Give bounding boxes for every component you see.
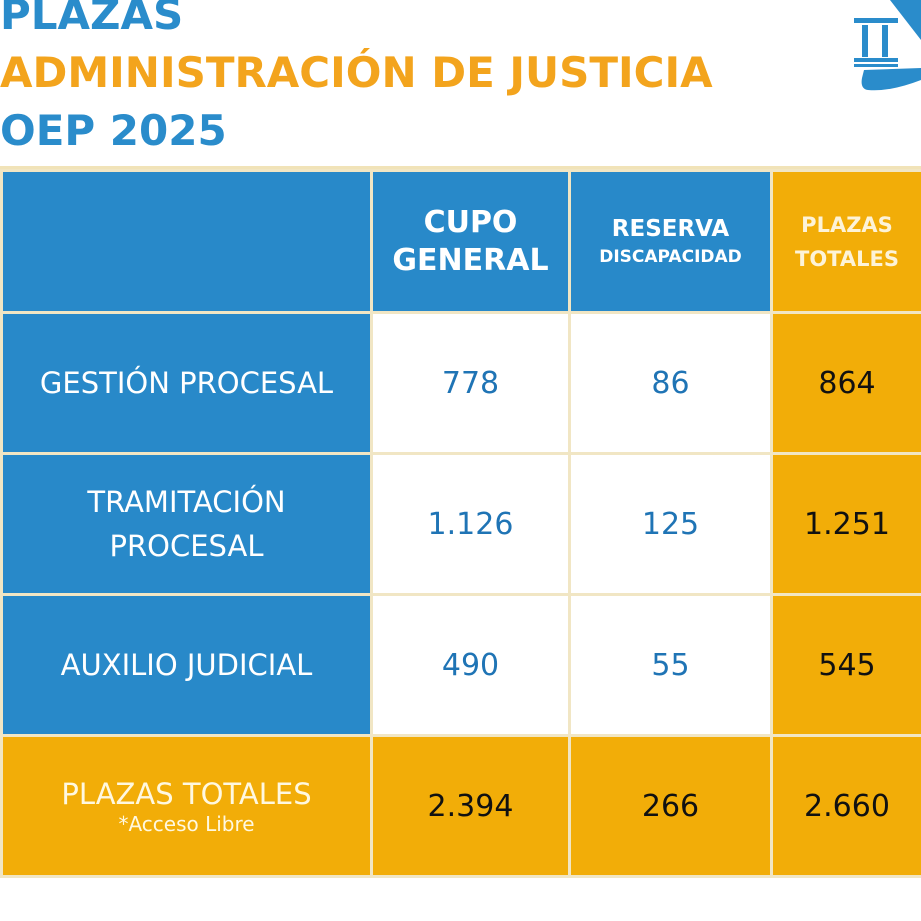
title-divider	[0, 166, 921, 169]
row-label-text: TRAMITACIÓN	[87, 485, 286, 519]
row-label-gestion-procesal: GESTIÓN PROCESAL	[0, 311, 373, 455]
header-cupo-line1: CUPO	[423, 204, 518, 240]
totals-note: *Acceso Libre	[118, 812, 255, 836]
header-cupo-line2: GENERAL	[392, 242, 549, 278]
row-label-tramitacion-procesal: TRAMITACIÓN PROCESAL	[0, 452, 373, 596]
totals-row: PLAZAS TOTALES *Acceso Libre 2.394 266 2…	[0, 734, 921, 878]
cell-reserva-discapacidad: 125	[568, 452, 773, 596]
title-line-plazas: PLAZAS	[0, 0, 184, 39]
header-totales-line1: PLAZAS	[801, 212, 893, 237]
table-row: TRAMITACIÓN PROCESAL 1.126 125 1.251	[0, 452, 921, 596]
cell-cupo-general: 490	[370, 593, 571, 737]
table-row: AUXILIO JUDICIAL 490 55 545	[0, 593, 921, 737]
cell-reserva-discapacidad: 55	[568, 593, 773, 737]
header-empty-cell	[0, 169, 373, 314]
cell-plazas-totales: 864	[770, 311, 921, 455]
total-reserva-discapacidad: 266	[568, 734, 773, 878]
row-label-text: GESTIÓN PROCESAL	[39, 366, 334, 400]
header-reserva-line1: RESERVA	[611, 215, 730, 242]
table-row: GESTIÓN PROCESAL 778 86 864	[0, 311, 921, 455]
cell-plazas-totales: 545	[770, 593, 921, 737]
plazas-table: CUPO GENERAL RESERVA DISCAPACIDAD PLAZAS…	[0, 169, 921, 878]
header-plazas-totales: PLAZAS TOTALES	[770, 169, 921, 314]
total-cupo-general: 2.394	[370, 734, 571, 878]
totals-label: PLAZAS TOTALES	[61, 777, 312, 811]
cell-cupo-general: 1.126	[370, 452, 571, 596]
cell-plazas-totales: 1.251	[770, 452, 921, 596]
header-cupo-general: CUPO GENERAL	[370, 169, 571, 314]
page-title: PLAZAS ADMINISTRACIÓN DE JUSTICIA OEP 20…	[0, 0, 713, 160]
table-header-row: CUPO GENERAL RESERVA DISCAPACIDAD PLAZAS…	[0, 169, 921, 314]
row-label-text-line2: PROCESAL	[109, 529, 264, 563]
header-reserva-line2: DISCAPACIDAD	[599, 246, 742, 267]
cell-cupo-general: 778	[370, 311, 571, 455]
title-line-administracion: ADMINISTRACIÓN DE JUSTICIA	[0, 48, 713, 97]
total-plazas-totales: 2.660	[770, 734, 921, 878]
totals-label-cell: PLAZAS TOTALES *Acceso Libre	[0, 734, 373, 878]
row-label-auxilio-judicial: AUXILIO JUDICIAL	[0, 593, 373, 737]
header-reserva-discapacidad: RESERVA DISCAPACIDAD	[568, 169, 773, 314]
cell-reserva-discapacidad: 86	[568, 311, 773, 455]
title-line-oep: OEP 2025	[0, 106, 227, 155]
courthouse-column-icon	[854, 0, 921, 91]
row-label-text: AUXILIO JUDICIAL	[60, 648, 313, 682]
header-totales-line2: TOTALES	[795, 246, 899, 271]
